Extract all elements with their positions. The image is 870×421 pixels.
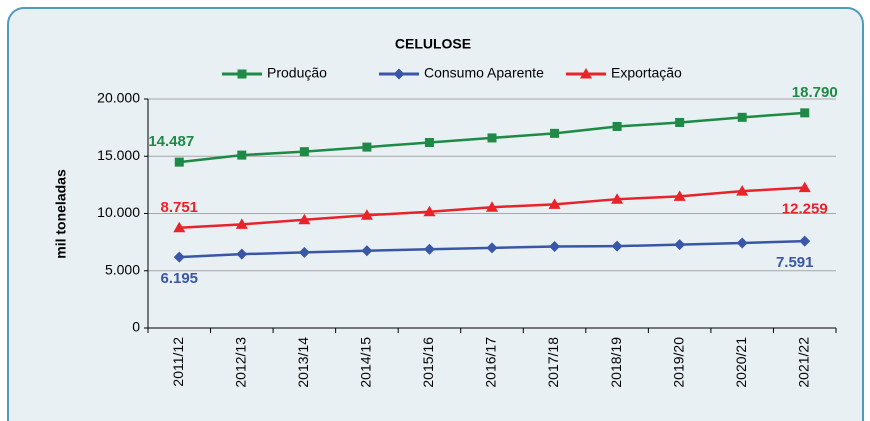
marker bbox=[673, 190, 686, 201]
legend-label: Consumo Aparente bbox=[424, 65, 544, 81]
marker bbox=[800, 108, 810, 118]
marker bbox=[298, 213, 311, 225]
marker bbox=[798, 181, 811, 193]
marker bbox=[362, 142, 372, 152]
x-tick-label: 2020/21 bbox=[733, 337, 749, 388]
x-tick-label: 2016/17 bbox=[483, 337, 499, 388]
marker bbox=[237, 150, 247, 160]
x-tick-label: 2014/15 bbox=[358, 337, 374, 388]
marker bbox=[580, 68, 592, 79]
marker bbox=[299, 147, 309, 157]
marker bbox=[424, 138, 434, 148]
marker bbox=[736, 237, 748, 249]
x-tick-label: 2015/16 bbox=[420, 337, 436, 388]
marker bbox=[174, 157, 184, 167]
marker bbox=[298, 246, 310, 258]
marker bbox=[550, 128, 560, 138]
data-label: 12.259 bbox=[782, 201, 828, 218]
x-tick-label: 2017/18 bbox=[545, 337, 561, 388]
marker bbox=[612, 121, 622, 131]
marker bbox=[736, 185, 749, 196]
marker bbox=[235, 218, 248, 229]
marker bbox=[611, 193, 624, 204]
data-label: 6.195 bbox=[160, 270, 198, 287]
marker bbox=[548, 198, 561, 209]
y-axis-label: mil toneladas bbox=[53, 169, 69, 259]
marker bbox=[393, 68, 405, 80]
marker bbox=[486, 201, 498, 212]
data-label: 8.751 bbox=[160, 199, 198, 216]
y-tick-label: 10.000 bbox=[97, 204, 140, 220]
y-tick-label: 20.000 bbox=[97, 90, 140, 106]
x-tick-label: 2018/19 bbox=[608, 337, 624, 388]
marker bbox=[361, 245, 373, 257]
x-tick-label: 2019/20 bbox=[670, 337, 686, 388]
marker bbox=[173, 221, 186, 233]
marker bbox=[486, 242, 498, 254]
marker bbox=[236, 248, 248, 260]
data-label: 7.591 bbox=[776, 254, 814, 271]
x-tick-label: 2011/12 bbox=[170, 337, 186, 387]
data-label: 14.487 bbox=[148, 133, 194, 150]
marker bbox=[549, 240, 561, 252]
y-tick-label: 0 bbox=[132, 319, 140, 335]
data-label: 18.790 bbox=[792, 84, 838, 101]
marker bbox=[360, 209, 373, 220]
marker bbox=[487, 133, 497, 143]
marker bbox=[675, 117, 685, 127]
marker bbox=[423, 243, 435, 255]
y-tick-label: 5.000 bbox=[105, 261, 140, 277]
marker bbox=[674, 239, 686, 251]
x-tick-label: 2021/22 bbox=[795, 337, 811, 388]
marker bbox=[173, 251, 185, 263]
x-tick-label: 2013/14 bbox=[295, 337, 311, 388]
legend-label: Exportação bbox=[611, 65, 682, 81]
chart-title: CELULOSE bbox=[395, 36, 471, 52]
x-tick-label: 2012/13 bbox=[233, 337, 249, 388]
legend-label: Produção bbox=[267, 65, 327, 81]
marker bbox=[737, 112, 747, 122]
panel bbox=[7, 7, 864, 421]
y-tick-label: 15.000 bbox=[97, 147, 140, 163]
marker bbox=[423, 205, 436, 217]
marker bbox=[799, 235, 811, 247]
marker bbox=[611, 240, 623, 252]
marker bbox=[237, 69, 247, 79]
